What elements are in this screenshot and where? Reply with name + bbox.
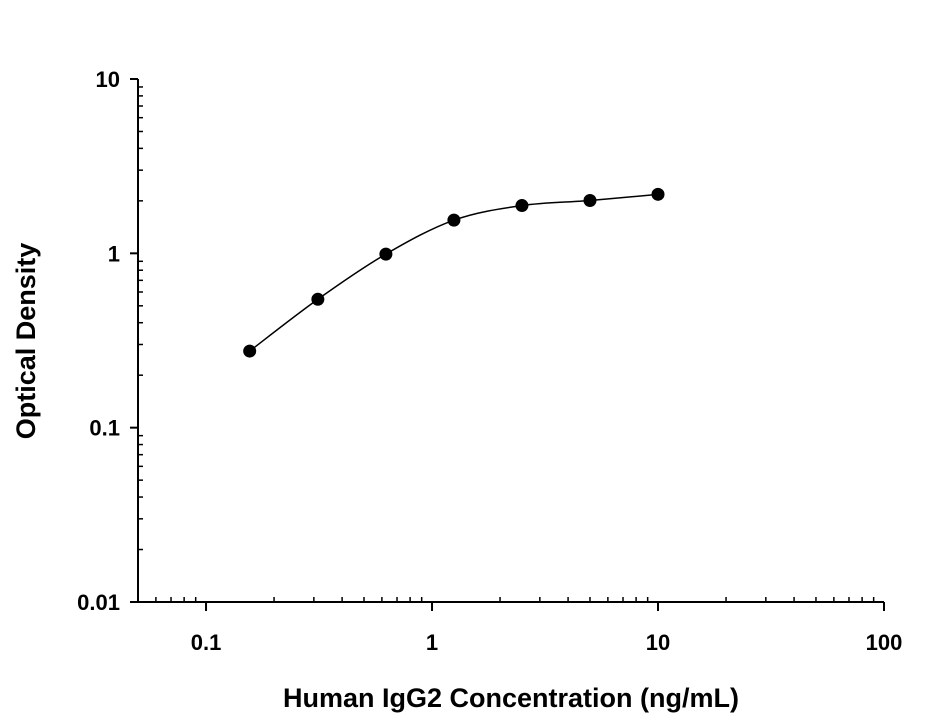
data-point xyxy=(243,344,257,358)
y-axis-label: Optical Density xyxy=(11,243,41,440)
x-tick-label: 1 xyxy=(426,630,438,655)
data-point xyxy=(583,193,597,207)
data-point xyxy=(651,187,665,201)
x-tick-label: 100 xyxy=(866,630,903,655)
x-axis-label: Human IgG2 Concentration (ng/mL) xyxy=(283,683,739,713)
data-point xyxy=(447,213,461,227)
axes: 0.01 0.1 1 10 0.1 1 10 100 xyxy=(77,67,902,655)
data-points xyxy=(243,187,665,358)
x-tick-label: 0.1 xyxy=(191,630,222,655)
data-point xyxy=(311,292,325,306)
data-point xyxy=(379,247,393,261)
y-tick-label: 1 xyxy=(108,241,120,266)
data-point xyxy=(515,199,529,213)
x-tick-label: 10 xyxy=(646,630,670,655)
y-tick-label: 10 xyxy=(96,67,120,92)
y-tick-label: 0.01 xyxy=(77,590,120,615)
y-tick-label: 0.1 xyxy=(89,416,120,441)
